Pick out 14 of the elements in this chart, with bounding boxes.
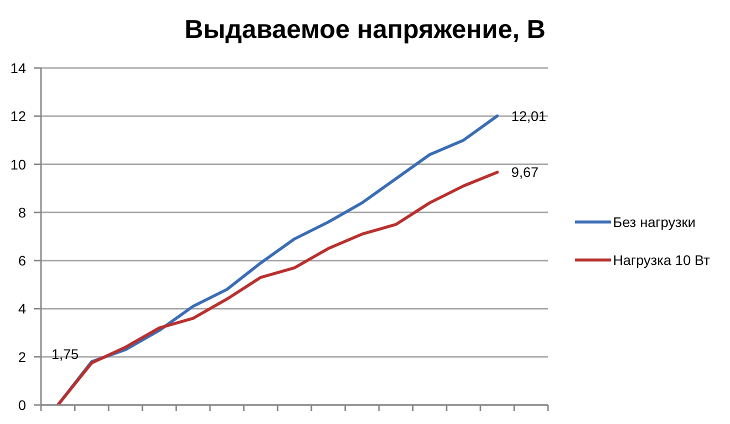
y-tick-label: 10: [10, 156, 26, 172]
y-tick-label: 14: [10, 60, 26, 76]
legend-label: Нагрузка 10 Вт: [613, 252, 710, 268]
y-tick-label: 6: [18, 252, 26, 269]
y-tick-label: 8: [18, 204, 26, 220]
data-label: 12,01: [511, 108, 547, 124]
data-label: 1,75: [51, 346, 79, 362]
legend-label: Без нагрузки: [613, 214, 696, 230]
y-tick-label: 2: [18, 348, 26, 365]
data-label: 9,67: [511, 164, 539, 180]
chart-title: Выдаваемое напряжение, В: [183, 14, 547, 44]
y-tick-label: 0: [18, 396, 26, 413]
y-tick-label: 4: [18, 300, 26, 317]
y-tick-label: 12: [10, 108, 26, 124]
